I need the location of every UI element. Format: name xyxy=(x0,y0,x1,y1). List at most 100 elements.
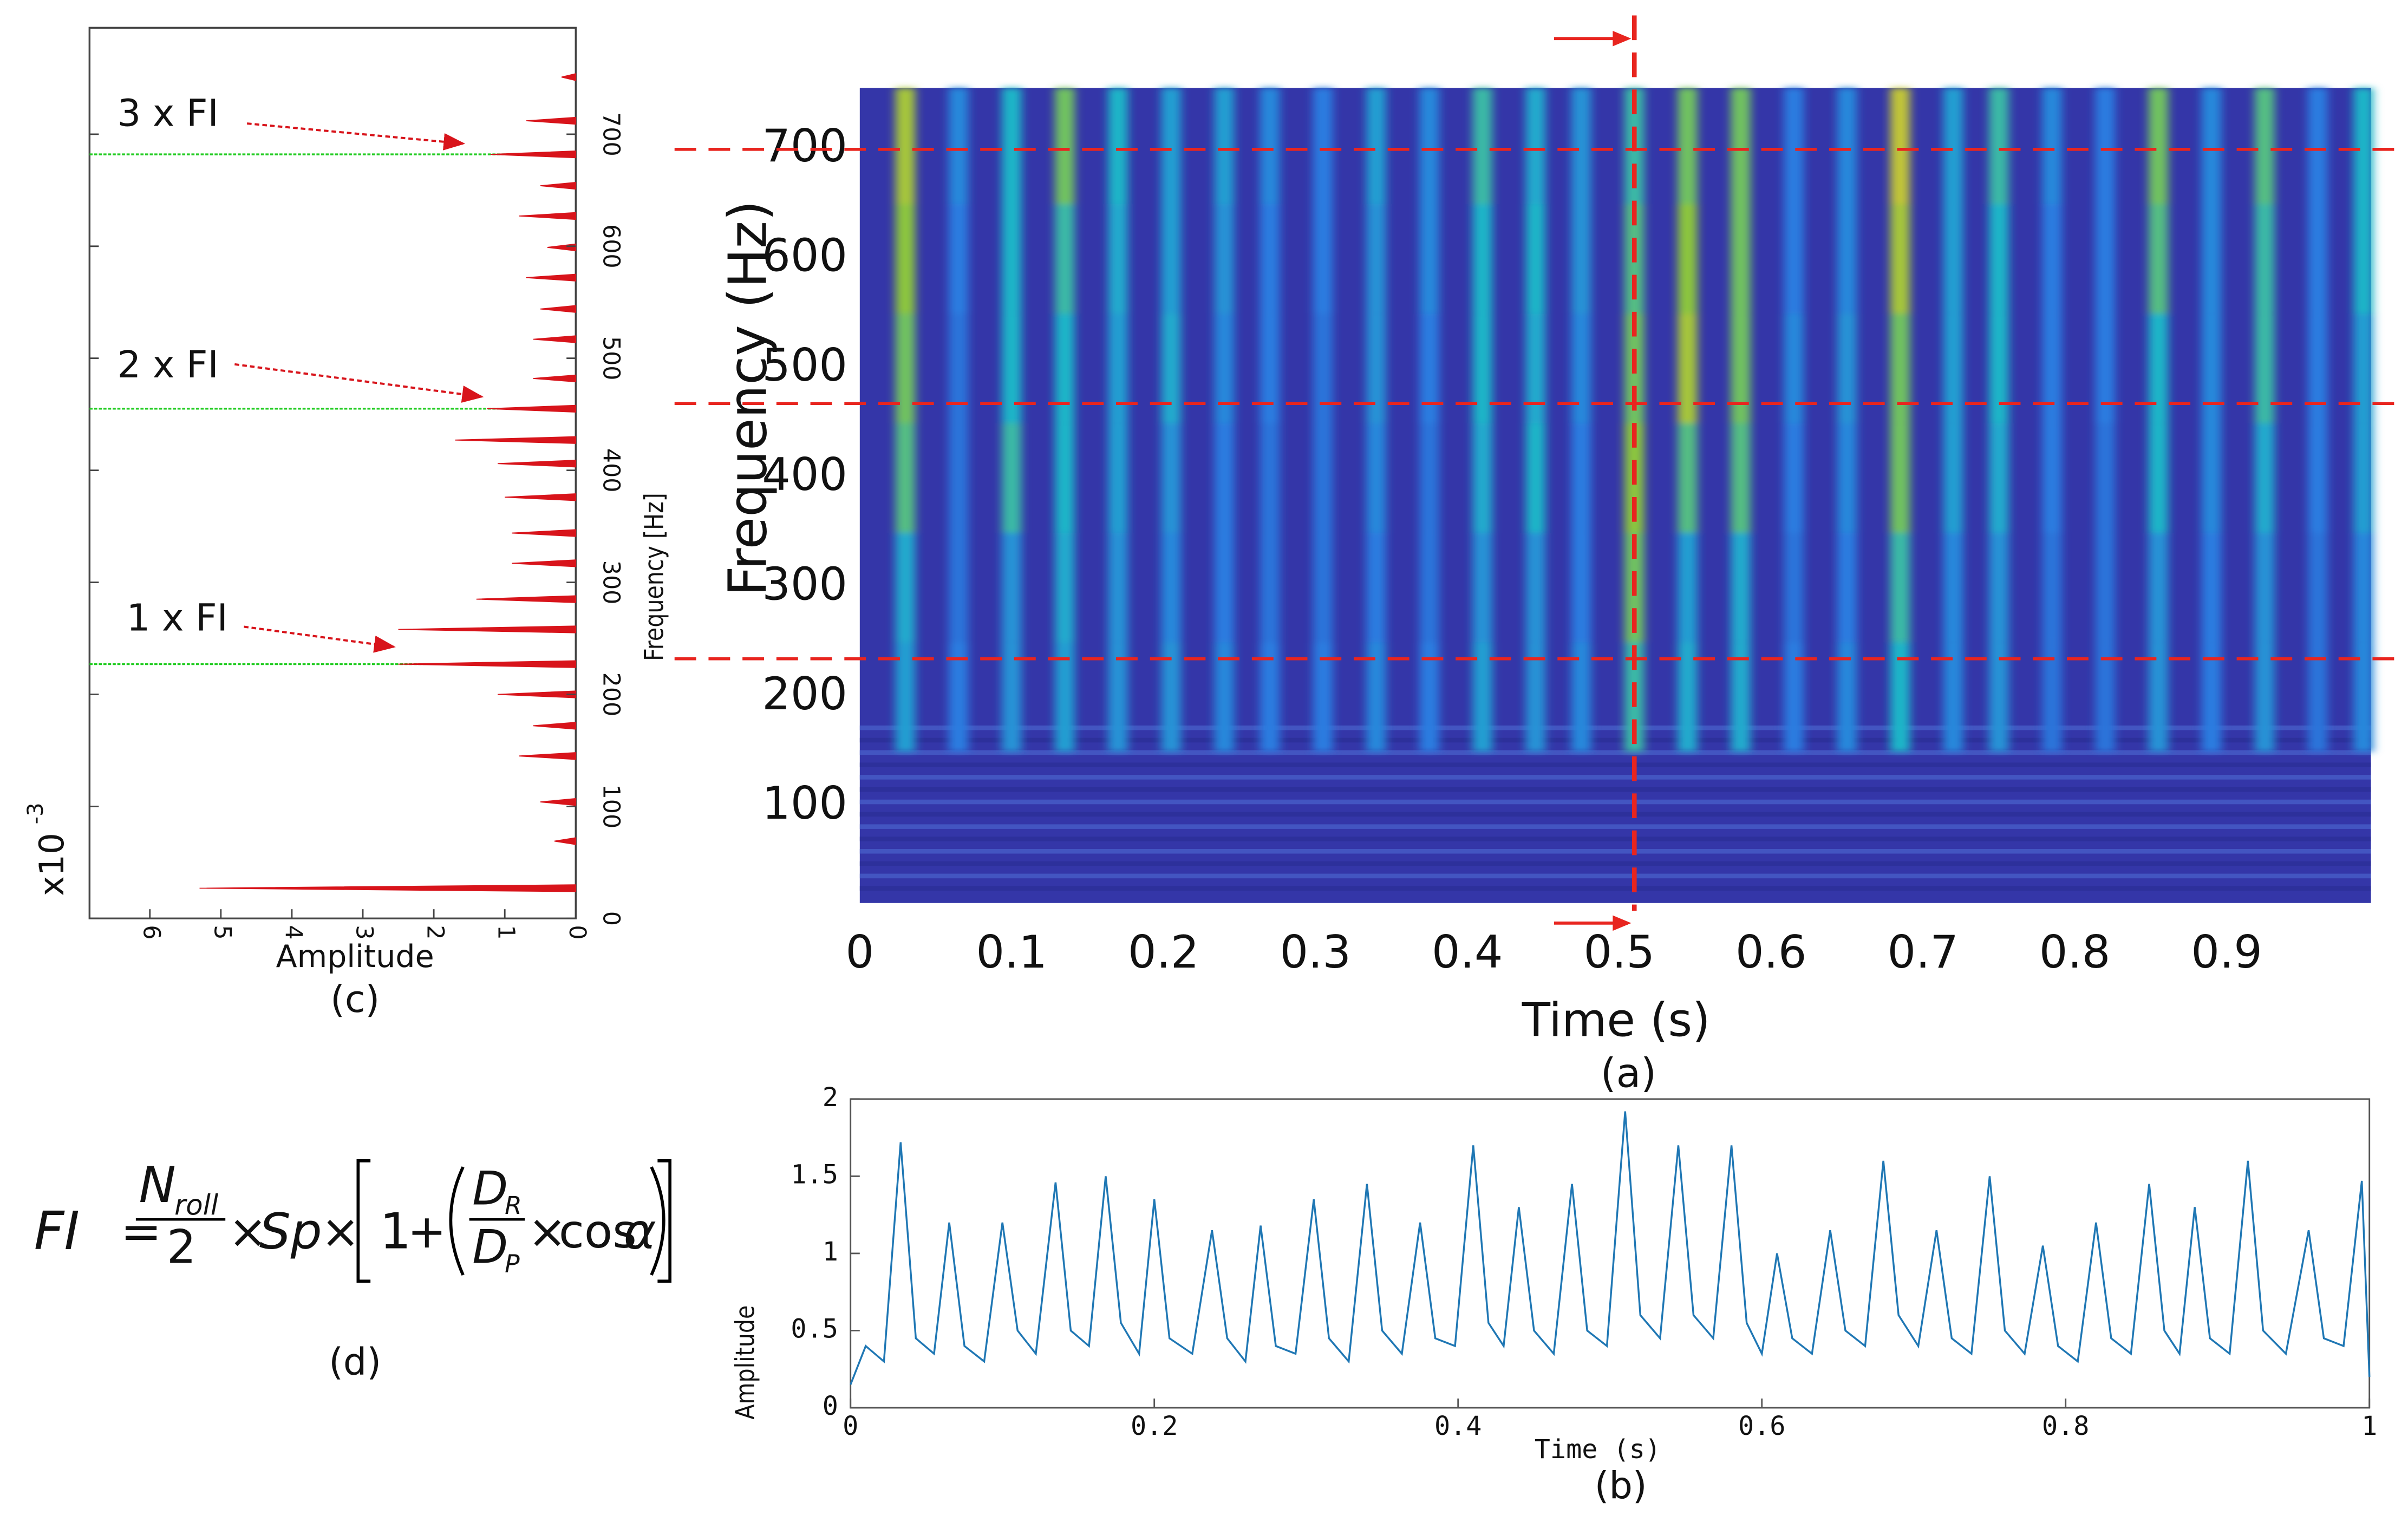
heat-cell xyxy=(1214,204,1235,314)
heat-cell xyxy=(1943,423,1963,533)
x-tick-label: 0.4 xyxy=(1432,926,1503,978)
heat-cell xyxy=(2148,88,2169,204)
heat-cell xyxy=(1678,642,1698,752)
x-tick-label: 0.4 xyxy=(1434,1411,1482,1441)
x-tick-label: 0 xyxy=(564,925,591,939)
heat-cell xyxy=(1784,423,1804,533)
band xyxy=(859,775,2371,780)
heat-cell xyxy=(1731,204,1751,314)
heat-cell xyxy=(1214,313,1235,423)
heat-cell xyxy=(1989,532,2009,643)
heat-cell xyxy=(1989,642,2009,752)
heat-cell xyxy=(1678,313,1698,423)
y-tick-label: 1 xyxy=(823,1237,838,1267)
bracket xyxy=(657,1159,672,1283)
heat-cell xyxy=(1472,204,1493,314)
heat-cell xyxy=(895,204,916,314)
heat-cell xyxy=(1313,423,1333,533)
heat-cell xyxy=(2201,204,2222,314)
formula-text: + xyxy=(408,1205,447,1259)
spectral-peak xyxy=(199,884,577,892)
heat-cell xyxy=(1055,204,1075,314)
x-tick-label: 0.6 xyxy=(1735,926,1806,978)
band xyxy=(859,837,2371,841)
heat-cell xyxy=(2042,313,2062,423)
y-tick-label: 300 xyxy=(598,560,625,605)
heat-cell xyxy=(1313,313,1333,423)
spectral-peak xyxy=(398,625,577,633)
x-tick-label: 0.5 xyxy=(1583,926,1654,978)
band xyxy=(859,787,2371,792)
heat-cell xyxy=(1989,313,2009,423)
heat-cell xyxy=(1161,313,1182,423)
heat-cell xyxy=(2353,88,2373,204)
heat-cell xyxy=(2255,532,2275,643)
heat-cell xyxy=(2308,204,2328,314)
exponent-base: x10 xyxy=(32,833,71,896)
heat-cell xyxy=(2308,423,2328,533)
formula-text: P xyxy=(505,1250,520,1278)
heat-cell xyxy=(1002,642,1022,752)
spectral-peak xyxy=(487,404,577,413)
heat-cell xyxy=(1002,88,1022,204)
spectral-peak xyxy=(498,460,577,468)
heat-cell xyxy=(1571,313,1591,423)
heat-cell xyxy=(948,204,969,314)
spectral-peak xyxy=(540,798,577,806)
y-tick-label: 2 xyxy=(823,1082,838,1113)
heat-cell xyxy=(2353,423,2373,533)
spectral-peak xyxy=(476,595,577,603)
y-tick-label: 300 xyxy=(762,559,847,611)
formula-text: roll xyxy=(174,1189,218,1221)
spectral-peak xyxy=(455,436,577,444)
band xyxy=(859,873,2371,879)
heat-cell xyxy=(1260,88,1280,204)
y-tick-label: 1.5 xyxy=(791,1159,838,1190)
heat-cell xyxy=(2201,642,2222,752)
formula-text: × xyxy=(321,1205,360,1259)
heat-cell xyxy=(2042,88,2062,204)
heat-cell xyxy=(1571,88,1591,204)
heat-cell xyxy=(2042,642,2062,752)
heat-cell xyxy=(895,88,916,204)
heat-cell xyxy=(1890,423,1910,533)
heat-cell xyxy=(1366,313,1386,423)
band xyxy=(859,762,2371,767)
heat-cell xyxy=(1571,642,1591,752)
heat-cell xyxy=(1943,313,1963,423)
panel-label: (d) xyxy=(329,1341,381,1384)
heat-cell xyxy=(1784,532,1804,643)
heat-cell xyxy=(1108,313,1128,423)
x-axis-label: Time (s) xyxy=(1535,1434,1661,1465)
spectral-peak xyxy=(512,529,577,537)
x-tick-label: 6 xyxy=(138,925,165,939)
annotation-arrow xyxy=(246,122,466,151)
x-tick-label: 0 xyxy=(846,926,875,978)
heat-cell xyxy=(1784,642,1804,752)
heat-cell xyxy=(1731,642,1751,752)
heat-cell xyxy=(1731,313,1751,423)
y-axis-label: Amplitude xyxy=(729,1305,760,1420)
heat-cell xyxy=(948,313,969,423)
annotation-arrow xyxy=(244,625,396,653)
heat-cell xyxy=(1002,532,1022,643)
spectral-peak xyxy=(490,150,577,159)
x-tick-label: 0.8 xyxy=(2042,1411,2090,1441)
y-tick-label: 100 xyxy=(762,778,847,829)
heat-cell xyxy=(2148,313,2169,423)
x-tick-label: 2 xyxy=(422,925,449,939)
heat-cell xyxy=(2095,423,2115,533)
paren xyxy=(650,1166,665,1276)
heat-cell xyxy=(1989,423,2009,533)
heat-cell xyxy=(1055,88,1075,204)
signal-line xyxy=(850,1111,2371,1385)
heat-cell xyxy=(2095,642,2115,752)
heat-cell xyxy=(1002,313,1022,423)
heat-cell xyxy=(895,532,916,643)
heat-cell xyxy=(1943,532,1963,643)
heat-cell xyxy=(1943,204,1963,314)
y-tick-label: 700 xyxy=(598,112,625,156)
spectral-peak xyxy=(505,493,577,501)
x-tick-label: 3 xyxy=(351,925,378,939)
